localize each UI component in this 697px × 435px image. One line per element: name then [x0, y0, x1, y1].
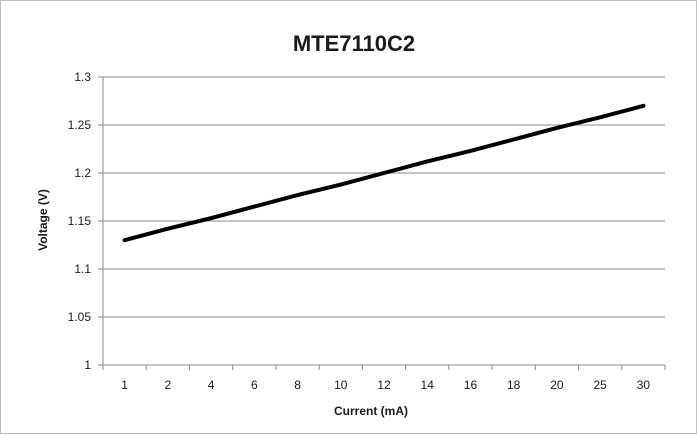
y-tick-labels: 1 1.05 1.1 1.15 1.2 1.25 1.3: [68, 70, 92, 372]
x-tick-label: 20: [550, 378, 564, 392]
x-tick-label: 6: [251, 378, 258, 392]
x-tick-label: 8: [294, 378, 301, 392]
x-tick-labels: 1 2 4 6 8 10 12 14 16 18 20 25 30: [121, 378, 650, 392]
y-tick-label: 1: [84, 358, 91, 372]
grid-lines: [103, 76, 665, 318]
x-tick-label: 4: [208, 378, 215, 392]
axes: [98, 76, 666, 370]
x-tick-label: 10: [334, 378, 348, 392]
y-tick-label: 1.25: [68, 118, 92, 132]
x-tick-label: 25: [593, 378, 607, 392]
x-tick-label: 30: [637, 378, 651, 392]
x-tick-label: 16: [464, 378, 478, 392]
x-tick-label: 14: [421, 378, 435, 392]
y-tick-label: 1.1: [74, 262, 91, 276]
x-axis-title: Current (mA): [334, 404, 408, 418]
y-tick-label: 1.2: [74, 166, 91, 180]
y-axis-title: Voltage (V): [36, 189, 50, 251]
x-tick-label: 12: [377, 378, 391, 392]
y-tick-label: 1.15: [68, 214, 92, 228]
x-tick-label: 18: [507, 378, 521, 392]
series-line: [122, 103, 646, 243]
chart-title: MTE7110C2: [293, 31, 415, 56]
series-layer: [122, 103, 646, 243]
y-tick-label: 1.3: [74, 70, 91, 84]
y-tick-label: 1.05: [68, 310, 92, 324]
x-tick-label: 1: [121, 378, 128, 392]
x-tick-label: 2: [165, 378, 172, 392]
